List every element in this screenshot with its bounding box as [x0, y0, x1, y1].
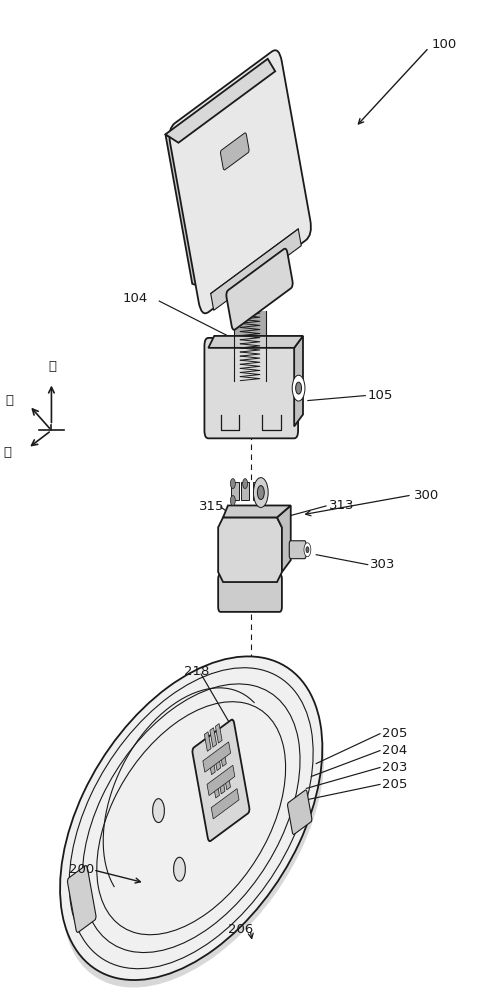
Circle shape: [152, 799, 164, 823]
Text: 左: 左: [3, 446, 11, 459]
Text: 前: 前: [6, 394, 14, 407]
Bar: [216, 724, 222, 743]
Bar: [211, 789, 239, 819]
Text: 315: 315: [199, 500, 224, 513]
Text: 200: 200: [69, 863, 94, 876]
FancyBboxPatch shape: [221, 133, 249, 170]
Circle shape: [257, 486, 264, 500]
Bar: [253, 482, 261, 500]
Text: 303: 303: [370, 558, 395, 571]
Bar: [211, 229, 301, 310]
Polygon shape: [208, 336, 303, 348]
Polygon shape: [277, 505, 291, 572]
Text: 205: 205: [382, 727, 408, 740]
Text: 218: 218: [184, 665, 209, 678]
Text: 300: 300: [414, 489, 440, 502]
Polygon shape: [165, 59, 275, 143]
Text: 313: 313: [329, 499, 354, 512]
Circle shape: [292, 375, 305, 401]
Circle shape: [306, 547, 309, 553]
Bar: [213, 778, 220, 798]
Text: 上: 上: [48, 360, 56, 373]
Circle shape: [243, 479, 248, 489]
Bar: [207, 765, 235, 796]
Bar: [204, 732, 211, 751]
Bar: [241, 482, 249, 500]
Bar: [235, 311, 266, 381]
Circle shape: [253, 478, 268, 507]
Bar: [224, 770, 231, 790]
Text: 203: 203: [382, 761, 408, 774]
Ellipse shape: [60, 656, 322, 980]
Circle shape: [304, 543, 311, 557]
Bar: [214, 751, 221, 771]
Bar: [232, 482, 239, 500]
FancyBboxPatch shape: [67, 866, 96, 932]
FancyBboxPatch shape: [226, 249, 293, 330]
Text: 105: 105: [368, 389, 393, 402]
Bar: [209, 755, 215, 775]
Polygon shape: [165, 134, 204, 288]
Polygon shape: [218, 517, 282, 582]
Text: 100: 100: [431, 38, 457, 51]
FancyBboxPatch shape: [192, 720, 249, 841]
FancyBboxPatch shape: [205, 338, 298, 438]
FancyBboxPatch shape: [169, 50, 311, 313]
Polygon shape: [223, 505, 291, 517]
Bar: [210, 728, 217, 747]
Polygon shape: [294, 336, 303, 426]
Circle shape: [296, 382, 301, 394]
FancyBboxPatch shape: [289, 541, 306, 559]
Circle shape: [231, 479, 236, 489]
Bar: [203, 742, 231, 772]
FancyBboxPatch shape: [218, 574, 282, 612]
Circle shape: [174, 857, 185, 881]
Text: 205: 205: [382, 778, 408, 791]
Text: 204: 204: [382, 744, 408, 757]
FancyBboxPatch shape: [287, 790, 312, 834]
Circle shape: [231, 496, 236, 505]
Text: 104: 104: [123, 292, 148, 305]
Bar: [218, 774, 225, 794]
Text: 206: 206: [228, 923, 253, 936]
Bar: [220, 747, 226, 766]
Ellipse shape: [62, 671, 324, 988]
